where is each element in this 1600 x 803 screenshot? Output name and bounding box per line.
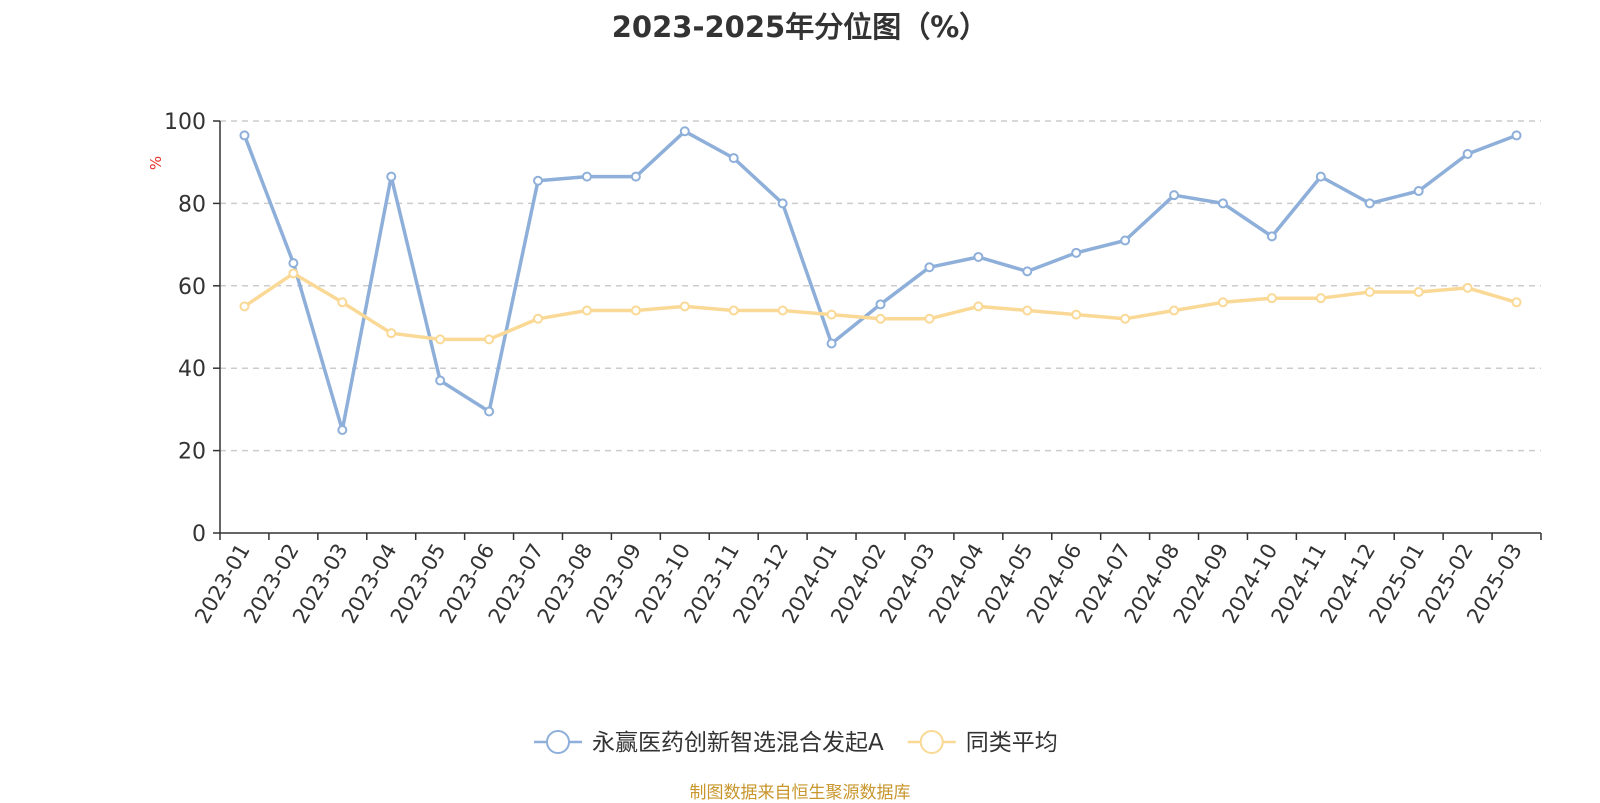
- data-point: [581, 171, 592, 182]
- data-point: [1266, 293, 1277, 304]
- data-point: [1315, 293, 1326, 304]
- y-tick-labels: 0 20 40 60 80 100: [164, 110, 206, 547]
- data-point: [679, 301, 690, 312]
- chart-title: 2023-2025年分位图（%）: [611, 10, 989, 44]
- data-point: [973, 301, 984, 312]
- data-point: [1266, 231, 1277, 242]
- x-tick-labels: 2023-012023-022023-032023-042023-052023-…: [190, 540, 1527, 628]
- data-point: [484, 406, 495, 417]
- legend-label: 同类平均: [966, 730, 1058, 756]
- data-point: [386, 171, 397, 182]
- data-point: [1022, 305, 1033, 316]
- data-point: [924, 262, 935, 273]
- legend-item-2: 同类平均: [907, 730, 1058, 756]
- data-point: [875, 313, 886, 324]
- data-point: [337, 425, 348, 435]
- data-point: [533, 313, 544, 324]
- y-axis-label: %: [147, 156, 165, 170]
- data-point: [1169, 190, 1180, 201]
- y-tick-label: 40: [178, 357, 206, 382]
- grid-lines: [220, 120, 1541, 452]
- data-point: [1120, 235, 1131, 246]
- data-point: [728, 153, 739, 164]
- series-group: [239, 126, 1522, 435]
- data-point: [239, 130, 250, 141]
- data-point: [288, 258, 299, 269]
- data-point: [1511, 130, 1522, 141]
- legend-item-1: 永赢医药创新智选混合发起A: [534, 730, 884, 756]
- data-point: [1217, 198, 1228, 209]
- data-point: [1364, 286, 1375, 297]
- data-point: [826, 338, 837, 349]
- data-point: [484, 334, 495, 345]
- data-point: [386, 328, 397, 339]
- data-source-note: 制图数据来自恒生聚源数据库: [689, 783, 911, 803]
- legend-marker: [919, 730, 944, 754]
- data-point: [1022, 266, 1033, 277]
- data-point: [1071, 247, 1082, 258]
- y-tick-label: 20: [178, 440, 206, 465]
- y-tick-label: 80: [178, 192, 206, 217]
- data-point: [1169, 305, 1180, 316]
- data-point: [630, 305, 641, 316]
- data-point: [1071, 309, 1082, 320]
- data-point: [337, 297, 348, 308]
- data-point: [777, 198, 788, 209]
- data-point: [875, 299, 886, 310]
- y-tick-label: 0: [192, 522, 206, 547]
- data-point: [1462, 282, 1473, 293]
- data-point: [1413, 186, 1424, 197]
- legend: 永赢医药创新智选混合发起A 同类平均: [534, 730, 1058, 756]
- data-point: [924, 313, 935, 324]
- data-point: [973, 251, 984, 262]
- data-point: [1217, 297, 1228, 308]
- data-point: [239, 301, 250, 312]
- data-point: [1511, 297, 1522, 308]
- data-point: [1462, 148, 1473, 159]
- legend-marker: [546, 730, 570, 754]
- data-point: [1364, 198, 1375, 209]
- axes: [213, 120, 1542, 540]
- data-point: [630, 171, 641, 182]
- data-point: [777, 305, 788, 316]
- series-2: [239, 268, 1522, 345]
- data-point: [581, 305, 592, 316]
- y-tick-label: 100: [164, 110, 206, 135]
- line-chart: 0 20 40 60 80 100 2023-012023-022023-032023-0…: [147, 110, 1542, 756]
- data-point: [435, 334, 446, 345]
- legend-label: 永赢医药创新智选混合发起A: [592, 730, 884, 756]
- series-1: [239, 126, 1522, 435]
- y-tick-label: 60: [178, 275, 206, 300]
- data-point: [1413, 286, 1424, 297]
- data-point: [826, 309, 837, 320]
- data-point: [533, 175, 544, 186]
- data-point: [1120, 313, 1131, 324]
- data-point: [1315, 171, 1326, 182]
- data-point: [435, 375, 446, 386]
- data-point: [288, 268, 299, 279]
- data-point: [679, 126, 690, 137]
- data-point: [728, 305, 739, 316]
